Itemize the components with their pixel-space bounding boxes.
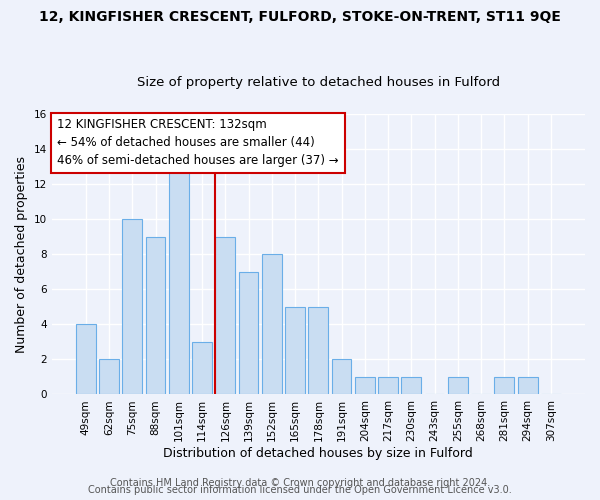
Bar	[76, 324, 95, 394]
Bar	[146, 237, 166, 394]
Bar	[378, 377, 398, 394]
X-axis label: Distribution of detached houses by size in Fulford: Distribution of detached houses by size …	[163, 447, 473, 460]
Bar	[215, 237, 235, 394]
Bar	[285, 307, 305, 394]
Bar	[332, 360, 352, 394]
Y-axis label: Number of detached properties: Number of detached properties	[15, 156, 28, 353]
Bar	[355, 377, 375, 394]
Text: Contains public sector information licensed under the Open Government Licence v3: Contains public sector information licen…	[88, 485, 512, 495]
Bar	[494, 377, 514, 394]
Text: 12 KINGFISHER CRESCENT: 132sqm
← 54% of detached houses are smaller (44)
46% of : 12 KINGFISHER CRESCENT: 132sqm ← 54% of …	[57, 118, 338, 168]
Bar	[192, 342, 212, 394]
Text: Contains HM Land Registry data © Crown copyright and database right 2024.: Contains HM Land Registry data © Crown c…	[110, 478, 490, 488]
Bar	[518, 377, 538, 394]
Text: 12, KINGFISHER CRESCENT, FULFORD, STOKE-ON-TRENT, ST11 9QE: 12, KINGFISHER CRESCENT, FULFORD, STOKE-…	[39, 10, 561, 24]
Title: Size of property relative to detached houses in Fulford: Size of property relative to detached ho…	[137, 76, 500, 90]
Bar	[169, 167, 188, 394]
Bar	[99, 360, 119, 394]
Bar	[308, 307, 328, 394]
Bar	[122, 220, 142, 394]
Bar	[448, 377, 468, 394]
Bar	[401, 377, 421, 394]
Bar	[239, 272, 259, 394]
Bar	[262, 254, 282, 394]
